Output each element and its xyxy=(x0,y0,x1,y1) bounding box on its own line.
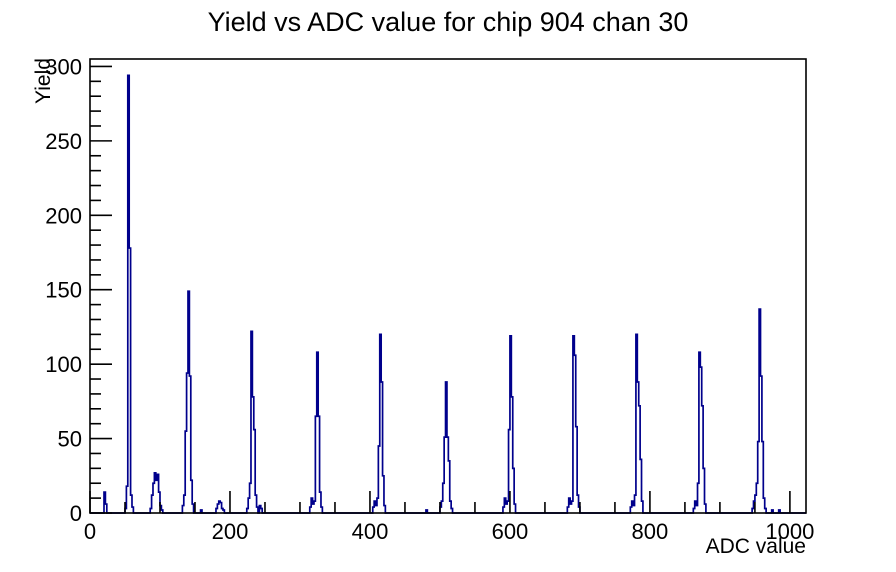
x-tick-label: 0 xyxy=(84,519,96,544)
y-tick-label: 300 xyxy=(45,54,82,79)
plot-area: 0 50 100 150 200 250 300 0 200 400 600 800 1000 xyxy=(45,54,814,544)
plot-frame xyxy=(89,58,807,514)
histogram-line xyxy=(90,74,806,514)
x-tick-label: 600 xyxy=(492,519,529,544)
y-tick-label: 150 xyxy=(45,278,82,303)
x-tick-label: 1000 xyxy=(765,519,814,544)
y-tick-label: 50 xyxy=(58,427,82,452)
y-axis-title: Yield xyxy=(32,58,55,104)
y-tick-label: 250 xyxy=(45,129,82,154)
x-tick-label: 200 xyxy=(212,519,249,544)
y-tick-label: 100 xyxy=(45,352,82,377)
x-tick-label: 800 xyxy=(632,519,669,544)
y-tick-label: 200 xyxy=(45,203,82,228)
chart-title: Yield vs ADC value for chip 904 chan 30 xyxy=(208,7,689,37)
y-tick-label: 0 xyxy=(70,501,82,526)
x-tick-label: 400 xyxy=(352,519,389,544)
x-axis-title: ADC value xyxy=(706,535,806,558)
